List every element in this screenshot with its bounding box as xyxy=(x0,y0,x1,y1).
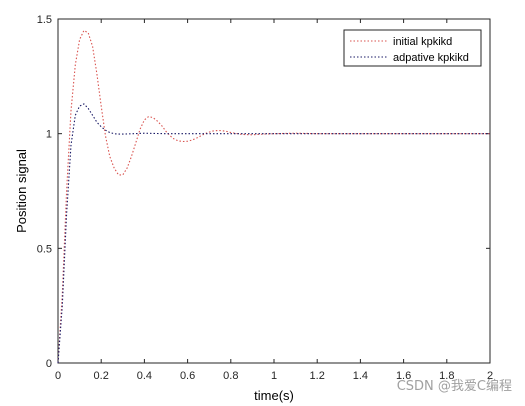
y-tick-label: 1.5 xyxy=(37,14,52,26)
x-tick-label: 0.2 xyxy=(94,370,109,382)
x-tick-label: 0.8 xyxy=(223,370,238,382)
x-tick-label: 1.2 xyxy=(310,370,325,382)
legend-label-initial-kpkikd: initial kpkikd xyxy=(393,36,452,48)
x-tick-label: 1.6 xyxy=(396,370,411,382)
x-tick-label: 1.4 xyxy=(353,370,368,382)
legend-label-adpative-kpkikd: adpative kpkikd xyxy=(393,52,469,64)
series-line-adpative-kpkikd xyxy=(57,103,490,364)
x-axis-ticks: 0 0.2 0.4 0.6 0.8 1 1.2 1.4 1.6 1.8 2 xyxy=(55,19,493,382)
y-axis-ticks: 0 0.5 1 1.5 xyxy=(37,14,490,370)
series-line-initial-kpkikd xyxy=(57,29,490,364)
series-layer xyxy=(57,29,490,364)
x-tick-label: 2 xyxy=(487,370,493,382)
x-tick-label: 0 xyxy=(55,370,61,382)
x-tick-label: 0.6 xyxy=(180,370,195,382)
plot-area xyxy=(57,18,491,364)
x-tick-label: 1.8 xyxy=(439,370,454,382)
y-tick-label: 1 xyxy=(46,129,52,141)
x-tick-label: 1 xyxy=(271,370,277,382)
watermark: CSDN @我爱C编程 xyxy=(397,379,512,394)
x-tick-label: 0.4 xyxy=(137,370,152,382)
x-axis-label: time(s) xyxy=(254,388,294,403)
legend-box xyxy=(343,29,482,67)
y-tick-label: 0.5 xyxy=(37,243,52,255)
legend: initial kpkikd adpative kpkikd xyxy=(343,29,482,67)
y-tick-label: 0 xyxy=(46,358,52,370)
y-axis-label: Position signal xyxy=(14,149,29,233)
